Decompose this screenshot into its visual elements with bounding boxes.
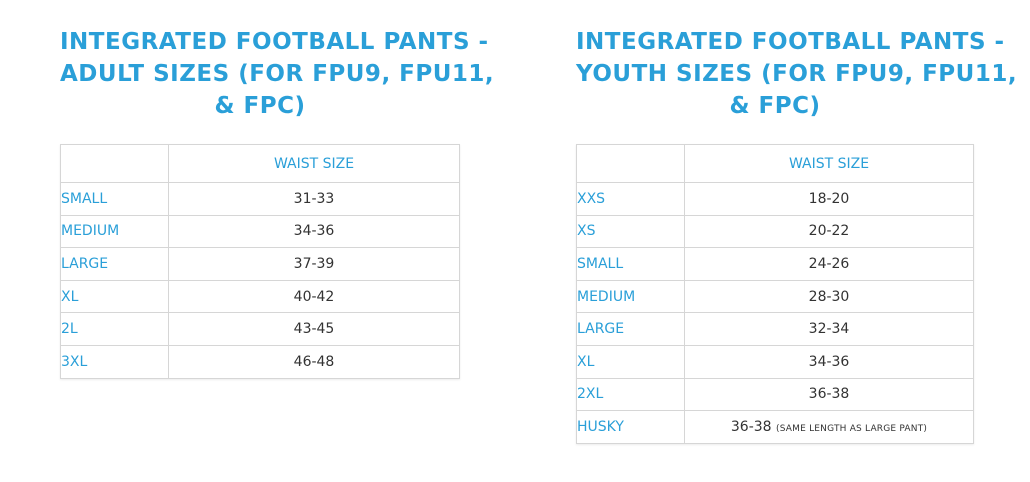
waist-value: 46-48 [168,344,460,379]
waist-value-with-note: 36-38 (SAME LENGTH AS LARGE PANT) [684,410,974,444]
table-row: 3XL 46-48 [60,344,460,379]
waist-value: 34-36 [168,214,460,249]
table-row: XXS 18-20 [576,182,974,216]
waist-note: (SAME LENGTH AS LARGE PANT) [776,423,928,434]
size-label: MEDIUM [576,279,685,314]
youth-size-section: INTEGRATED FOOTBALL PANTS - YOUTH SIZES … [576,0,1018,444]
table-header-row: WAIST SIZE [576,144,974,183]
adult-title-line-3: & FPC) [214,93,306,119]
table-row: 2XL 36-38 [576,377,974,412]
youth-title-line-3: & FPC) [729,93,821,119]
waist-value: 34-36 [684,344,974,379]
waist-value: 36-38 [684,377,974,412]
waist-value: 20-22 [684,214,974,249]
size-label: XL [576,344,685,379]
size-label: SMALL [60,182,169,216]
size-label: SMALL [576,247,685,281]
table-row: MEDIUM 34-36 [60,214,460,249]
header-empty-cell [576,144,685,183]
table-row: 2L 43-45 [60,312,460,346]
header-empty-cell [60,144,169,183]
table-row: LARGE 32-34 [576,312,974,346]
waist-value: 28-30 [684,279,974,314]
header-waist-size: WAIST SIZE [168,144,460,183]
table-header-row: WAIST SIZE [60,144,460,183]
waist-value: 43-45 [168,312,460,346]
table-row: MEDIUM 28-30 [576,279,974,314]
size-label: LARGE [576,312,685,346]
waist-value: 40-42 [168,279,460,314]
size-label: 3XL [60,344,169,379]
table-row: SMALL 31-33 [60,182,460,216]
waist-value: 24-26 [684,247,974,281]
table-row: XS 20-22 [576,214,974,249]
youth-title: INTEGRATED FOOTBALL PANTS - YOUTH SIZES … [576,0,1018,119]
waist-value: 37-39 [168,247,460,281]
youth-size-table: WAIST SIZE XXS 18-20 XS 20-22 SMALL 24-2… [576,144,974,444]
size-label: XL [60,279,169,314]
waist-value: 31-33 [168,182,460,216]
size-label: LARGE [60,247,169,281]
table-row: LARGE 37-39 [60,247,460,281]
adult-title: INTEGRATED FOOTBALL PANTS - ADULT SIZES … [60,0,495,119]
table-row: XL 40-42 [60,279,460,314]
size-label: 2XL [576,377,685,412]
size-label: XS [576,214,685,249]
adult-size-table: WAIST SIZE SMALL 31-33 MEDIUM 34-36 LARG… [60,144,460,379]
size-label: MEDIUM [60,214,169,249]
table-row: SMALL 24-26 [576,247,974,281]
size-label: 2L [60,312,169,346]
header-waist-size: WAIST SIZE [684,144,974,183]
youth-title-line-1: INTEGRATED FOOTBALL PANTS - [576,29,1005,55]
size-label: XXS [576,182,685,216]
table-row: XL 34-36 [576,344,974,379]
size-label: HUSKY [576,410,685,444]
adult-title-line-2: ADULT SIZES (FOR FPU9, FPU11, [60,61,495,87]
waist-value: 36-38 [730,418,772,435]
adult-size-section: INTEGRATED FOOTBALL PANTS - ADULT SIZES … [60,0,495,379]
adult-title-line-1: INTEGRATED FOOTBALL PANTS - [60,29,489,55]
youth-title-line-2: YOUTH SIZES (FOR FPU9, FPU11, [576,61,1018,87]
waist-value: 18-20 [684,182,974,216]
waist-value: 32-34 [684,312,974,346]
table-row: HUSKY 36-38 (SAME LENGTH AS LARGE PANT) [576,410,974,444]
